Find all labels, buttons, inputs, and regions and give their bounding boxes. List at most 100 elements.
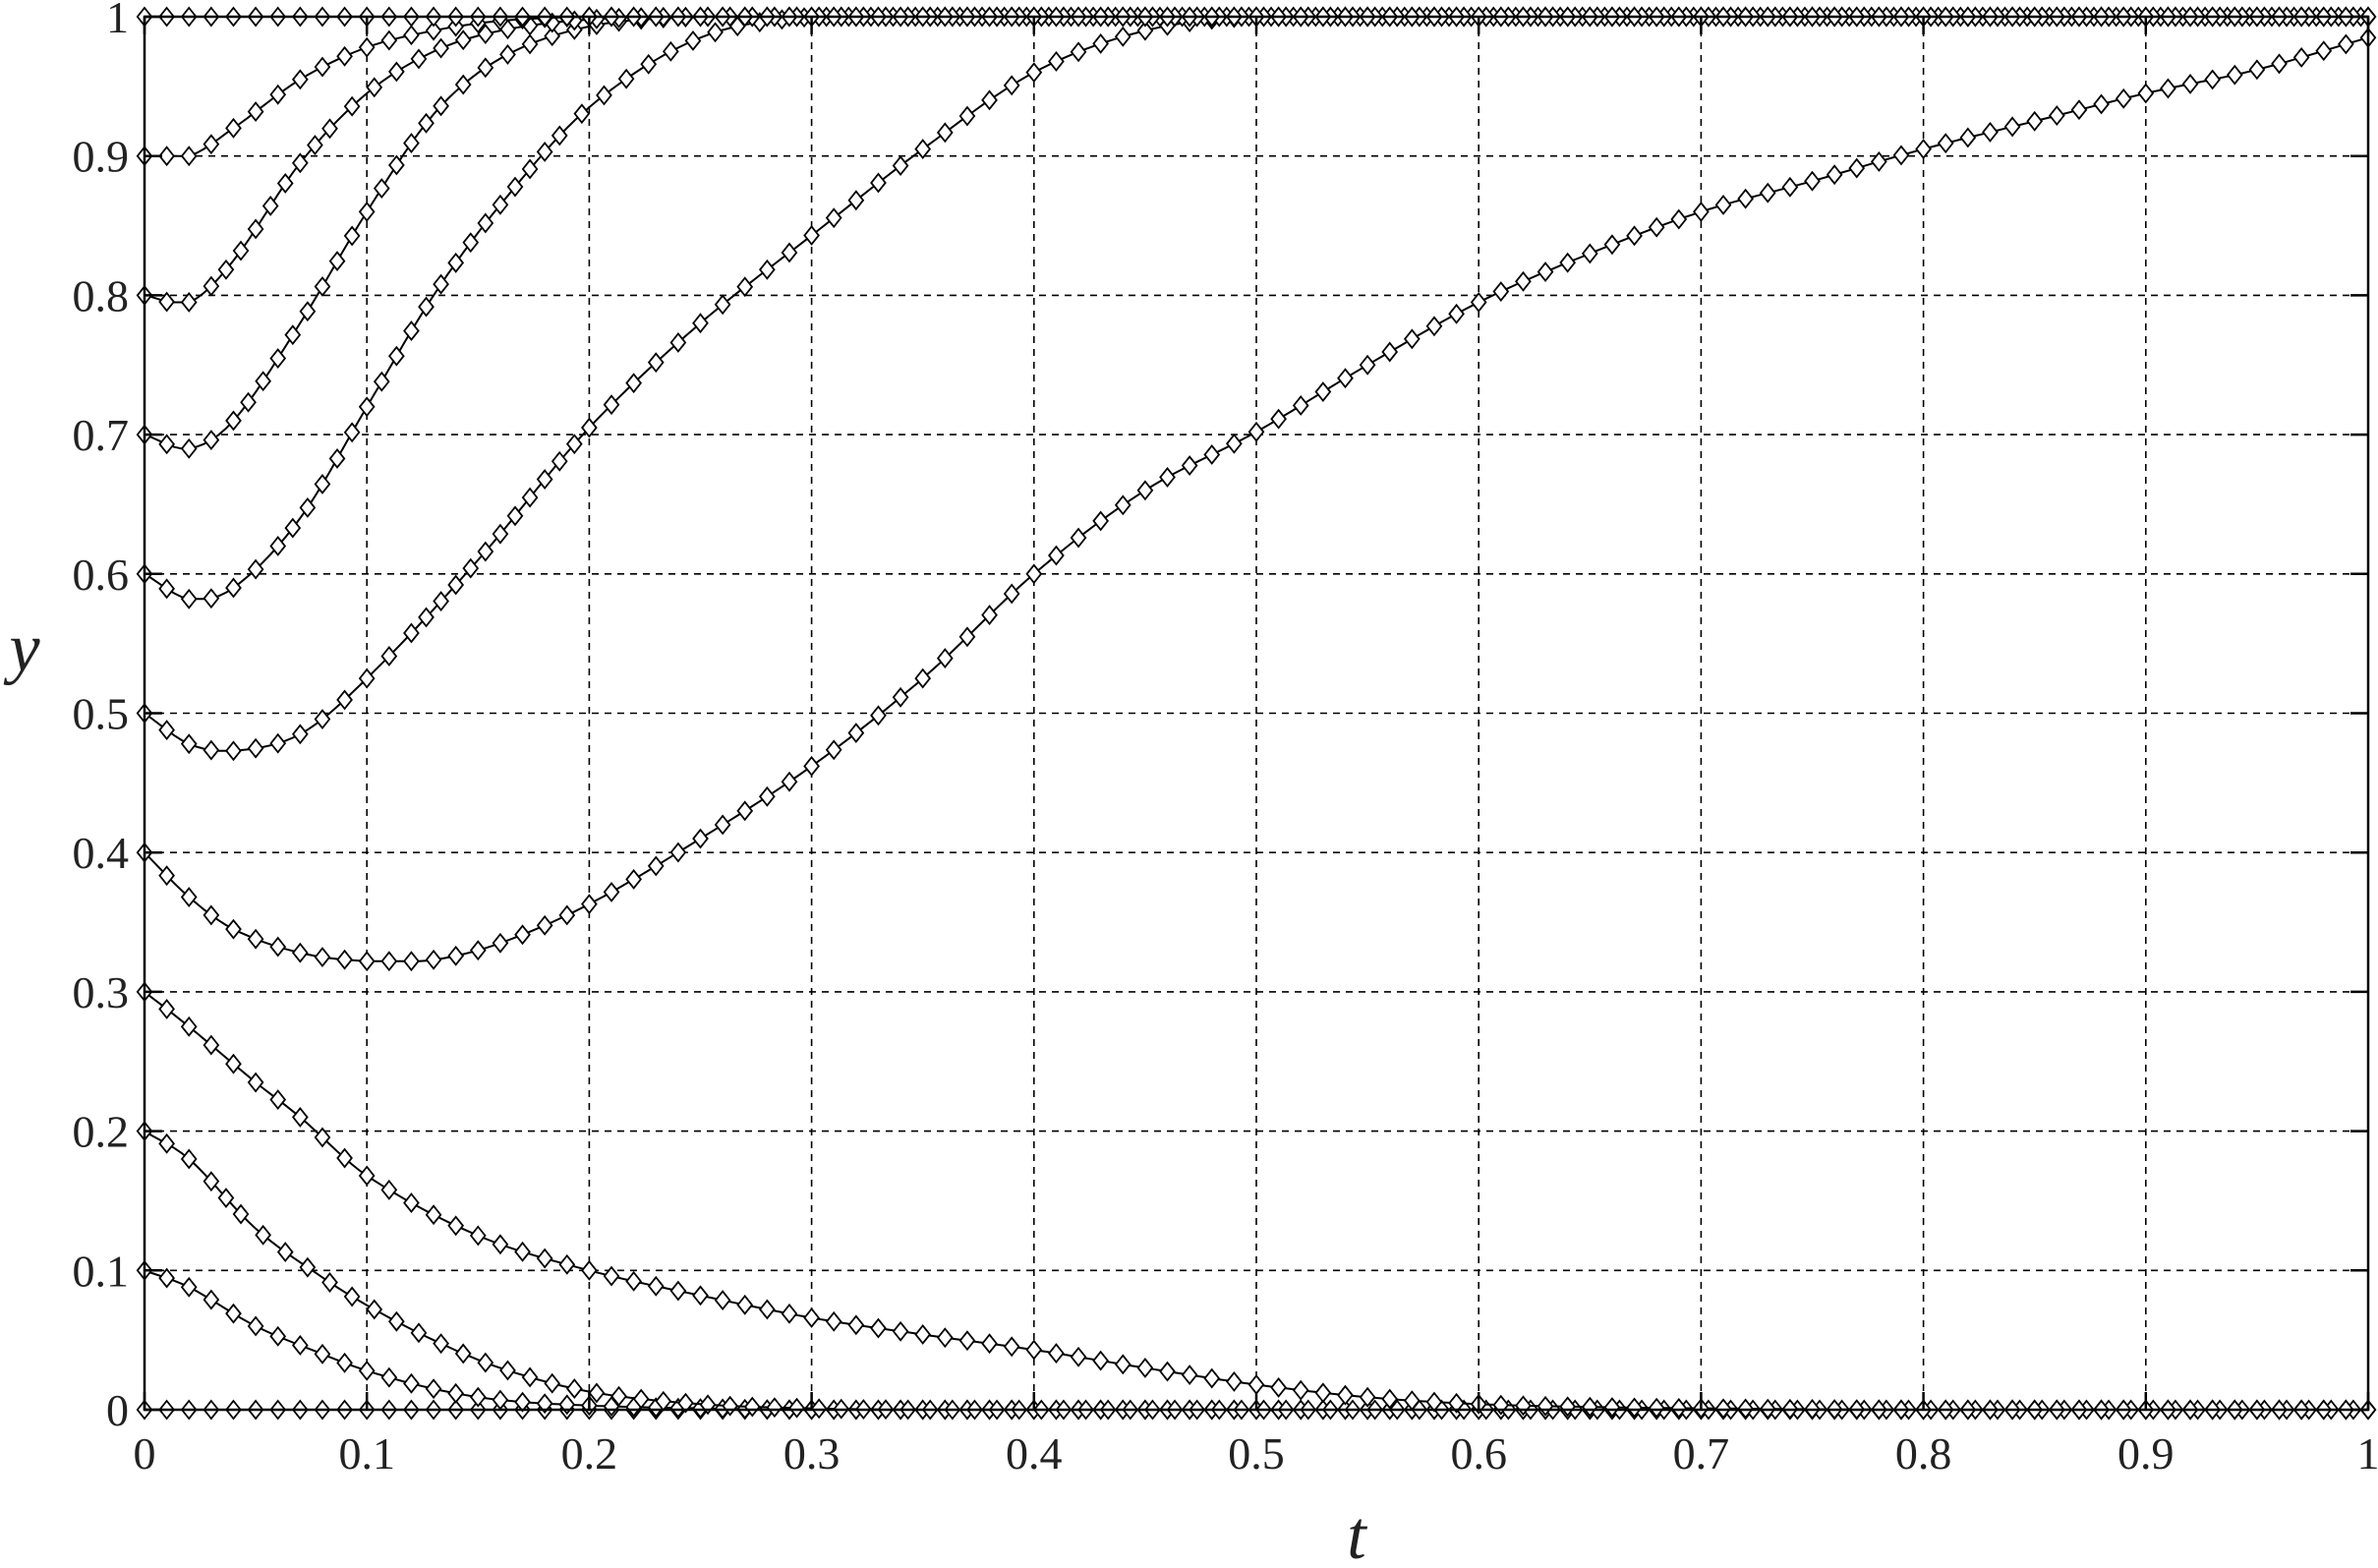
data-point (1804, 170, 1821, 192)
x-tick-label: 0.5 (1228, 1428, 1285, 1479)
data-point (2292, 46, 2310, 68)
data-point (936, 122, 954, 144)
data-point (1359, 354, 1376, 376)
data-point (158, 1267, 175, 1289)
data-point (1826, 164, 1843, 186)
data-point (669, 332, 687, 353)
data-point (803, 225, 820, 246)
data-point (158, 434, 175, 455)
data-point (596, 85, 612, 106)
data-point (1114, 1354, 1131, 1375)
data-point (358, 1360, 376, 1381)
data-point (276, 1242, 294, 1263)
data-point (1136, 480, 1154, 501)
data-point (225, 410, 242, 432)
y-tick-label: 0.6 (73, 550, 130, 600)
x-tick-label: 0.6 (1450, 1428, 1507, 1479)
data-point (158, 145, 175, 167)
data-point (1403, 328, 1421, 350)
data-point (565, 434, 583, 455)
data-point (1648, 1397, 1665, 1419)
data-point (158, 1132, 175, 1154)
data-point (521, 158, 539, 180)
data-point (1159, 466, 1176, 488)
data-point (380, 1366, 398, 1388)
data-point (536, 1393, 553, 1415)
data-point (336, 1352, 353, 1373)
data-point (558, 1253, 576, 1275)
data-point (158, 578, 175, 600)
data-point (1292, 1379, 1309, 1401)
data-point (203, 134, 220, 155)
data-point (217, 1188, 235, 1208)
data-point (617, 68, 635, 89)
data-point (2315, 40, 2333, 62)
data-point (203, 904, 220, 926)
data-point (299, 301, 317, 322)
data-point (759, 259, 776, 280)
data-point (158, 998, 175, 1019)
data-point (1470, 292, 1487, 313)
data-point (433, 37, 449, 59)
data-point (269, 1089, 287, 1111)
data-point (1092, 1350, 1110, 1371)
data-point (1136, 20, 1154, 41)
data-point (1982, 121, 1999, 143)
x-axis-label: t (1347, 1498, 1367, 1568)
data-point (1070, 41, 1087, 63)
x-tick-label: 0.9 (2117, 1428, 2175, 1479)
data-point (1247, 1374, 1265, 1395)
data-point (981, 89, 998, 111)
data-point (536, 914, 553, 936)
data-point (1181, 455, 1198, 476)
data-point (180, 1148, 198, 1170)
data-point (2048, 105, 2065, 126)
data-point (788, 1397, 805, 1419)
data-point (328, 251, 346, 272)
data-point (936, 1327, 954, 1349)
data-point (2137, 83, 2155, 104)
x-tick-label: 0 (134, 1428, 156, 1479)
data-point (736, 276, 754, 298)
data-point (936, 648, 954, 669)
data-point (180, 588, 198, 610)
data-point (388, 345, 405, 367)
data-point (180, 292, 198, 313)
data-point (914, 139, 932, 160)
data-point (203, 739, 220, 761)
data-point (447, 1382, 465, 1404)
data-point (1292, 395, 1309, 416)
data-point (403, 25, 420, 46)
data-point (447, 252, 465, 273)
data-point (1759, 182, 1776, 203)
data-point (588, 1382, 606, 1404)
data-point (551, 450, 568, 472)
data-point (425, 1378, 442, 1400)
data-point (736, 800, 754, 822)
data-point (403, 1372, 420, 1394)
data-point (373, 178, 390, 200)
data-point (2026, 110, 2044, 132)
data-point (514, 924, 531, 946)
data-point (492, 523, 509, 545)
y-tick-label: 0 (106, 1385, 129, 1435)
y-tick-label: 0.1 (73, 1246, 130, 1296)
data-point (299, 1256, 317, 1278)
data-point (314, 709, 331, 729)
data-point (1070, 527, 1087, 549)
data-point (447, 574, 465, 596)
data-point (255, 1224, 271, 1246)
data-point (380, 951, 398, 972)
data-point (454, 74, 472, 95)
data-point (581, 894, 598, 915)
data-point (506, 505, 524, 527)
data-point (418, 112, 435, 134)
data-point (469, 940, 487, 961)
data-point (521, 33, 539, 55)
data-point (1181, 1365, 1198, 1386)
data-point (803, 755, 820, 777)
data-point (1114, 494, 1131, 516)
data-point (781, 242, 798, 263)
x-tick-label: 0.2 (561, 1428, 618, 1479)
